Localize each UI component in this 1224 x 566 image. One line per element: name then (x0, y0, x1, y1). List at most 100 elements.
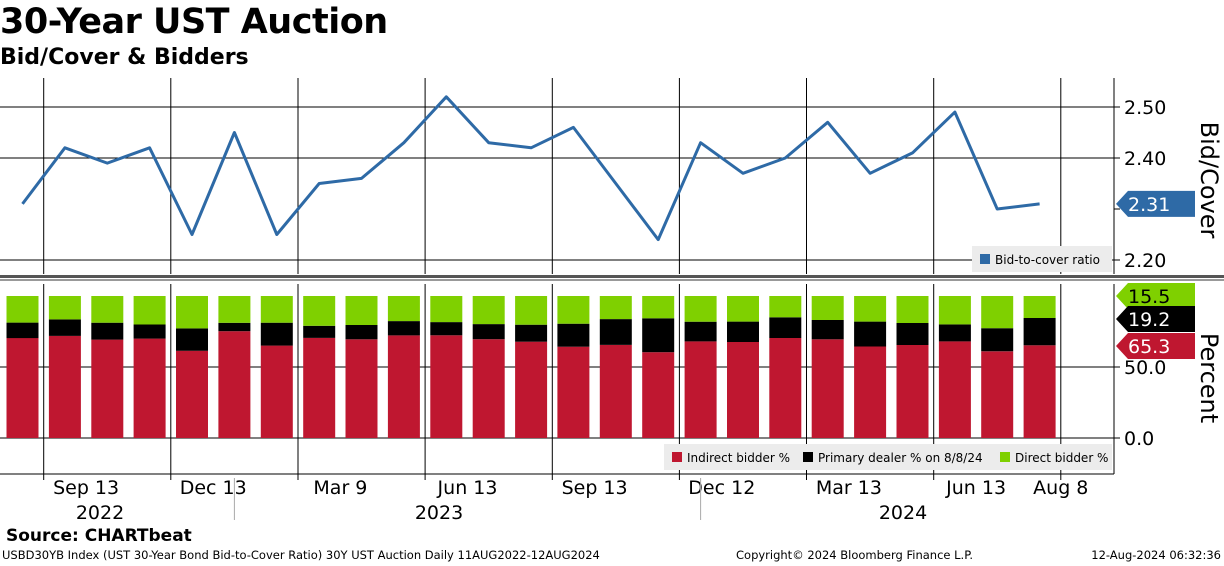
xtick-label-7: Jun 13 (945, 477, 1006, 499)
bar-direct-15 (642, 296, 675, 319)
bar-indirect-13 (557, 346, 590, 438)
bar-direct-1 (48, 296, 81, 320)
bar-primary-24 (1023, 318, 1056, 346)
panel-divider-bottom (0, 279, 1224, 281)
bar-indirect-10 (430, 335, 463, 438)
bar-direct-19 (811, 296, 844, 320)
bar-indirect-18 (769, 338, 802, 438)
source-label: Source: CHARTbeat (6, 526, 192, 546)
ytick-label-top-0: 2.20 (1124, 250, 1166, 272)
legend-label-direct: Direct bidder % (1015, 451, 1108, 465)
bar-direct-2 (91, 296, 124, 323)
bar-primary-14 (599, 319, 632, 345)
direct-last-tag (1116, 283, 1195, 309)
xtick-label-5: Dec 12 (688, 477, 755, 499)
legend-top-box (972, 246, 1112, 272)
bar-primary-18 (769, 317, 802, 338)
year-label-1: 2023 (415, 502, 463, 520)
year-label-2: 2024 (879, 502, 927, 520)
bar-primary-23 (981, 328, 1014, 352)
bar-indirect-14 (599, 345, 632, 438)
bar-direct-10 (430, 296, 463, 323)
bar-indirect-5 (218, 331, 251, 438)
bar-indirect-1 (48, 335, 81, 438)
bar-indirect-24 (1023, 345, 1056, 438)
bid-cover-last-tag (1116, 190, 1195, 217)
index-description: USBD30YB Index (UST 30-Year Bond Bid-to-… (2, 548, 600, 562)
bar-direct-5 (218, 296, 251, 323)
bar-direct-7 (303, 296, 336, 326)
timestamp: 12-Aug-2024 06:32:36 (1091, 548, 1221, 562)
bar-direct-16 (684, 296, 717, 322)
bar-direct-9 (387, 296, 420, 322)
bar-primary-19 (811, 320, 844, 340)
bar-direct-6 (260, 296, 293, 323)
bar-primary-20 (854, 321, 887, 347)
bar-direct-20 (854, 296, 887, 322)
ylabel-top: Bid/Cover (1195, 122, 1223, 239)
bar-direct-17 (727, 296, 759, 322)
bar-direct-3 (133, 296, 166, 325)
chart-title: 30-Year UST Auction (0, 2, 388, 42)
bar-primary-8 (345, 325, 378, 340)
bar-primary-5 (218, 322, 251, 332)
bar-indirect-8 (345, 339, 378, 438)
bar-primary-7 (303, 325, 336, 338)
bar-primary-10 (430, 322, 463, 336)
indirect-last-tag-label: 65.3 (1128, 336, 1170, 358)
bar-direct-12 (515, 296, 548, 325)
xtick-label-0: Sep 13 (53, 477, 119, 499)
direct-last-tag-label: 15.5 (1128, 286, 1170, 308)
bar-primary-17 (727, 321, 759, 342)
xtick-label-4: Sep 13 (562, 477, 628, 499)
bar-primary-21 (896, 323, 929, 345)
chart-area: 2.20 2.40 2.50 0.0 50.0 Bid/Cover Percent 2.31 1… (0, 78, 1224, 520)
bar-primary-11 (472, 324, 505, 340)
ytick-label-bottom-0: 0.0 (1124, 428, 1154, 450)
legend-label-indirect: Indirect bidder % (687, 451, 790, 465)
bar-indirect-4 (176, 350, 208, 438)
copyright-text: Copyright© 2024 Bloomberg Finance L.P. (736, 548, 973, 562)
legend-label-bid-cover: Bid-to-cover ratio (995, 253, 1100, 267)
bar-indirect-23 (981, 351, 1014, 438)
bar-indirect-15 (642, 352, 675, 438)
ytick-label-top-1: 2.40 (1124, 148, 1166, 170)
bar-primary-6 (260, 322, 293, 346)
bar-indirect-3 (133, 338, 166, 438)
bar-indirect-16 (684, 341, 717, 438)
bar-direct-13 (557, 296, 590, 324)
bar-primary-2 (91, 322, 124, 340)
bar-indirect-6 (260, 345, 293, 438)
bar-primary-3 (133, 324, 166, 339)
bar-indirect-17 (727, 342, 759, 438)
bar-direct-24 (1023, 296, 1056, 318)
legend-bottom-box (664, 444, 1112, 470)
bar-indirect-0 (6, 338, 39, 438)
bar-direct-4 (176, 296, 208, 329)
bar-direct-21 (896, 296, 929, 323)
bar-primary-9 (387, 321, 420, 336)
bar-primary-16 (684, 321, 717, 342)
bar-direct-23 (981, 296, 1014, 329)
panel-divider-top (0, 275, 1224, 278)
xtick-label-2: Mar 9 (313, 477, 367, 499)
primary-last-tag-label: 19.2 (1128, 309, 1170, 331)
bar-indirect-21 (896, 345, 929, 438)
legend-swatch-indirect (672, 452, 682, 462)
xtick-label-8: Aug 8 (1033, 477, 1088, 499)
legend-swatch-primary (803, 452, 813, 462)
bar-indirect-11 (472, 339, 505, 438)
xtick-label-6: Mar 13 (816, 477, 882, 499)
legend-swatch-direct (1000, 452, 1010, 462)
ytick-label-bottom-1: 50.0 (1124, 357, 1166, 379)
bar-primary-22 (938, 324, 971, 342)
bar-primary-4 (176, 328, 208, 351)
bar-direct-8 (345, 296, 378, 325)
bid-cover-last-tag-label: 2.31 (1128, 194, 1170, 216)
xtick-label-3: Jun 13 (437, 477, 498, 499)
bar-direct-0 (6, 296, 39, 323)
bar-primary-12 (515, 324, 548, 342)
xtick-label-1: Dec 13 (180, 477, 247, 499)
bar-primary-15 (642, 318, 675, 353)
bar-indirect-22 (938, 341, 971, 438)
